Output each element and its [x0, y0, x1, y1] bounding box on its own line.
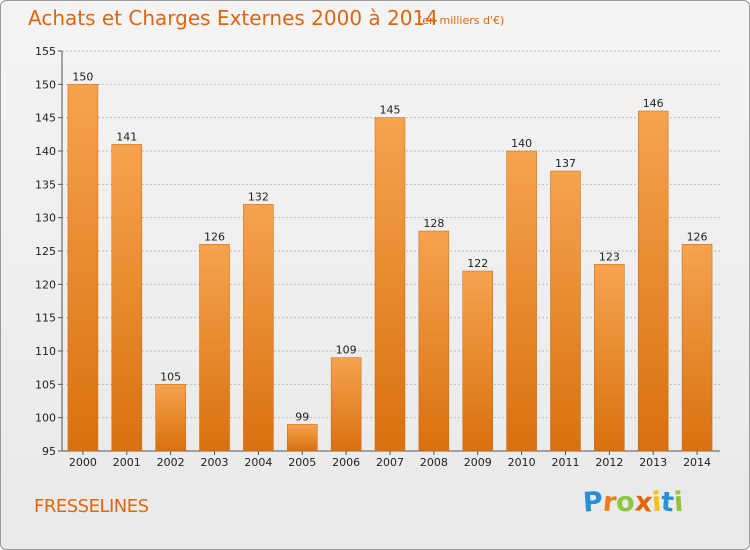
- value-label: 140: [511, 137, 532, 150]
- value-labels: 150 141 105 126 132 99 109 145 128 122 140 137 123 14…: [72, 70, 707, 423]
- value-label: 126: [204, 230, 225, 243]
- value-label: 126: [687, 230, 708, 243]
- y-tick-label: 95: [42, 445, 56, 458]
- bar-2001: [111, 144, 143, 452]
- value-label: 109: [336, 344, 357, 357]
- bars: [67, 84, 713, 452]
- proxiti-logo[interactable]: Proxiti: [581, 486, 685, 519]
- value-label: 150: [72, 70, 93, 83]
- y-tick-label: 125: [35, 245, 56, 258]
- x-tick-label: 2009: [464, 456, 492, 469]
- chart-title: Achats et Charges Externes 2000 à 2014: [28, 6, 438, 30]
- x-tick-label: 2013: [639, 456, 667, 469]
- x-tick-label: 2007: [376, 456, 404, 469]
- bar-2013: [637, 110, 669, 452]
- bar-2007: [374, 117, 406, 452]
- x-tick-label: 2008: [420, 456, 448, 469]
- bar-2003: [199, 244, 230, 452]
- y-tick-label: 115: [35, 312, 56, 325]
- x-tick-label: 2010: [508, 456, 536, 469]
- bar-2002: [155, 384, 186, 452]
- bar-2009: [462, 270, 493, 452]
- x-tick-label: 2011: [551, 456, 579, 469]
- value-label: 146: [643, 97, 664, 110]
- x-tick-label: 2002: [157, 456, 185, 469]
- x-tick-label: 2005: [288, 456, 316, 469]
- bar-2006: [330, 357, 362, 452]
- x-tick-label: 2012: [595, 456, 623, 469]
- y-tick-label: 120: [35, 278, 56, 291]
- value-label: 122: [467, 257, 488, 270]
- y-tick-label: 150: [35, 78, 56, 91]
- bar-2010: [506, 150, 537, 452]
- x-tick-label: 2001: [113, 456, 141, 469]
- logo-letter: i: [673, 486, 685, 519]
- y-tick-label: 100: [35, 412, 56, 425]
- value-label: 132: [248, 190, 269, 203]
- y-tick-label: 135: [35, 178, 56, 191]
- value-label: 141: [116, 130, 137, 143]
- y-tick-label: 130: [35, 212, 56, 225]
- bar-2000: [67, 84, 99, 452]
- x-tick-labels: 2000 2001 2002 2003 2004 2005 2006 2007 2008 2009…: [69, 456, 711, 469]
- value-label: 99: [295, 410, 309, 423]
- place-name: FRESSELINES: [34, 496, 149, 517]
- x-tick-label: 2006: [332, 456, 360, 469]
- y-tick-label: 155: [35, 45, 56, 58]
- y-tick-labels: 95 100 105 110 115 120 125 130 135 140 145 150 155: [35, 45, 56, 458]
- logo-letter: o: [615, 486, 636, 519]
- bar-2011: [550, 170, 581, 452]
- x-tick-label: 2014: [683, 456, 711, 469]
- x-tick-label: 2000: [69, 456, 97, 469]
- bar-2012: [594, 264, 625, 452]
- bar-2014: [681, 244, 713, 452]
- y-tick-label: 110: [35, 345, 56, 358]
- y-tick-label: 140: [35, 145, 56, 158]
- y-tick-label: 105: [35, 378, 56, 391]
- x-tick-label: 2003: [201, 456, 229, 469]
- y-tick-label: 145: [35, 112, 56, 125]
- chart-subtitle: (en milliers d'€): [418, 14, 505, 27]
- value-label: 137: [555, 157, 576, 170]
- value-label: 105: [160, 370, 181, 383]
- value-label: 123: [599, 250, 620, 263]
- bar-2004: [243, 204, 274, 452]
- value-label: 145: [380, 104, 401, 117]
- logo-letter: P: [581, 486, 604, 519]
- bar-2008: [418, 230, 450, 452]
- value-label: 128: [423, 217, 444, 230]
- x-tick-label: 2004: [244, 456, 272, 469]
- bar-2005: [287, 424, 318, 452]
